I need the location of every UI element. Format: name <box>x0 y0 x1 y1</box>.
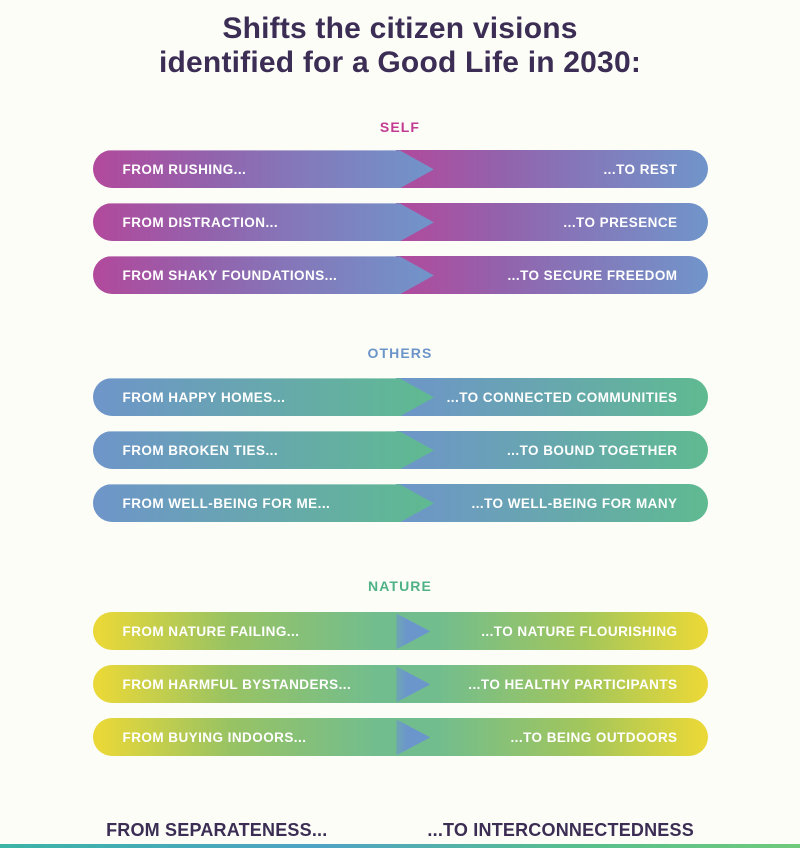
bar-right-segment <box>396 484 708 523</box>
page-title: Shifts the citizen visions identified fo… <box>0 0 800 80</box>
shift-from-label: FROM BROKEN TIES... <box>122 442 279 458</box>
footer-from-label: FROM SEPARATENESS... <box>106 820 328 841</box>
shift-to-label: ...TO BEING OUTDOORS <box>510 729 678 745</box>
shift-from-label: FROM HAPPY HOMES... <box>122 389 286 405</box>
shift-to-label: ...TO CONNECTED COMMUNITIES <box>446 389 678 405</box>
bar-right-segment <box>396 256 708 295</box>
arrow-right-segment <box>93 203 434 241</box>
bar-right-segment <box>396 378 708 417</box>
shift-from-label: FROM RUSHING... <box>122 161 247 177</box>
section-label-nature: NATURE <box>368 578 432 595</box>
arrow-right-icon <box>396 613 431 650</box>
shift-bar: FROM DISTRACTION... ...TO PRESENCE <box>93 203 708 242</box>
bottom-gradient-strip <box>0 844 800 848</box>
section-self-bars: FROM RUSHING... ...TO REST FROM DISTRACT… <box>0 150 800 295</box>
bar-right-segment <box>396 203 708 242</box>
shift-to-label: ...TO HEALTHY PARTICIPANTS <box>468 676 678 692</box>
shift-from-label: FROM WELL-BEING FOR ME... <box>122 495 331 511</box>
shift-from-label: FROM HARMFUL BYSTANDERS... <box>122 676 352 692</box>
arrow-right-segment <box>93 256 434 294</box>
shift-to-label: ...TO WELL-BEING FOR MANY <box>471 495 678 511</box>
page-title-line-2: identified for a Good Life in 2030: <box>158 46 642 80</box>
shift-from-label: FROM BUYING INDOORS... <box>122 729 307 745</box>
shift-bar: FROM WELL-BEING FOR ME... ...TO WELL-BEI… <box>93 484 708 523</box>
section-label-self: SELF <box>379 119 421 136</box>
shift-to-label: ...TO REST <box>603 161 678 177</box>
shift-bar: FROM HARMFUL BYSTANDERS... ...TO HEALTHY… <box>92 665 708 704</box>
section-others-bars: FROM HAPPY HOMES... ...TO CONNECTED COMM… <box>0 378 800 523</box>
shift-to-label: ...TO BOUND TOGETHER <box>506 442 678 458</box>
arrow-right-icon <box>396 719 431 756</box>
arrow-right-segment <box>93 484 434 522</box>
section-nature-bars: FROM NATURE FAILING... ...TO NATURE FLOU… <box>0 612 800 757</box>
arrow-right-segment <box>93 150 434 188</box>
shift-to-label: ...TO NATURE FLOURISHING <box>481 623 678 639</box>
bar-right-segment <box>396 150 708 189</box>
shift-bar: FROM BUYING INDOORS... ...TO BEING OUTDO… <box>92 718 708 757</box>
shift-bar: FROM SHAKY FOUNDATIONS... ...TO SECURE F… <box>93 256 708 295</box>
arrow-right-icon <box>396 666 431 703</box>
shift-bar: FROM RUSHING... ...TO REST <box>93 150 708 189</box>
shift-bar: FROM NATURE FAILING... ...TO NATURE FLOU… <box>92 612 708 651</box>
shift-bar: FROM BROKEN TIES... ...TO BOUND TOGETHER <box>93 431 708 470</box>
shift-from-label: FROM NATURE FAILING... <box>122 623 300 639</box>
footer-summary: FROM SEPARATENESS... ...TO INTERCONNECTE… <box>0 820 800 841</box>
bar-right-segment <box>396 431 708 470</box>
shift-to-label: ...TO SECURE FREEDOM <box>507 267 678 283</box>
section-label-others: OTHERS <box>367 345 433 362</box>
arrow-right-segment <box>93 378 434 416</box>
arrow-right-segment <box>93 431 434 469</box>
footer-to-label: ...TO INTERCONNECTEDNESS <box>427 820 694 841</box>
page-title-line-1: Shifts the citizen visions <box>222 12 578 45</box>
shift-bar: FROM HAPPY HOMES... ...TO CONNECTED COMM… <box>93 378 708 417</box>
shift-to-label: ...TO PRESENCE <box>563 214 678 230</box>
shift-from-label: FROM SHAKY FOUNDATIONS... <box>122 267 338 283</box>
shift-from-label: FROM DISTRACTION... <box>122 214 279 230</box>
